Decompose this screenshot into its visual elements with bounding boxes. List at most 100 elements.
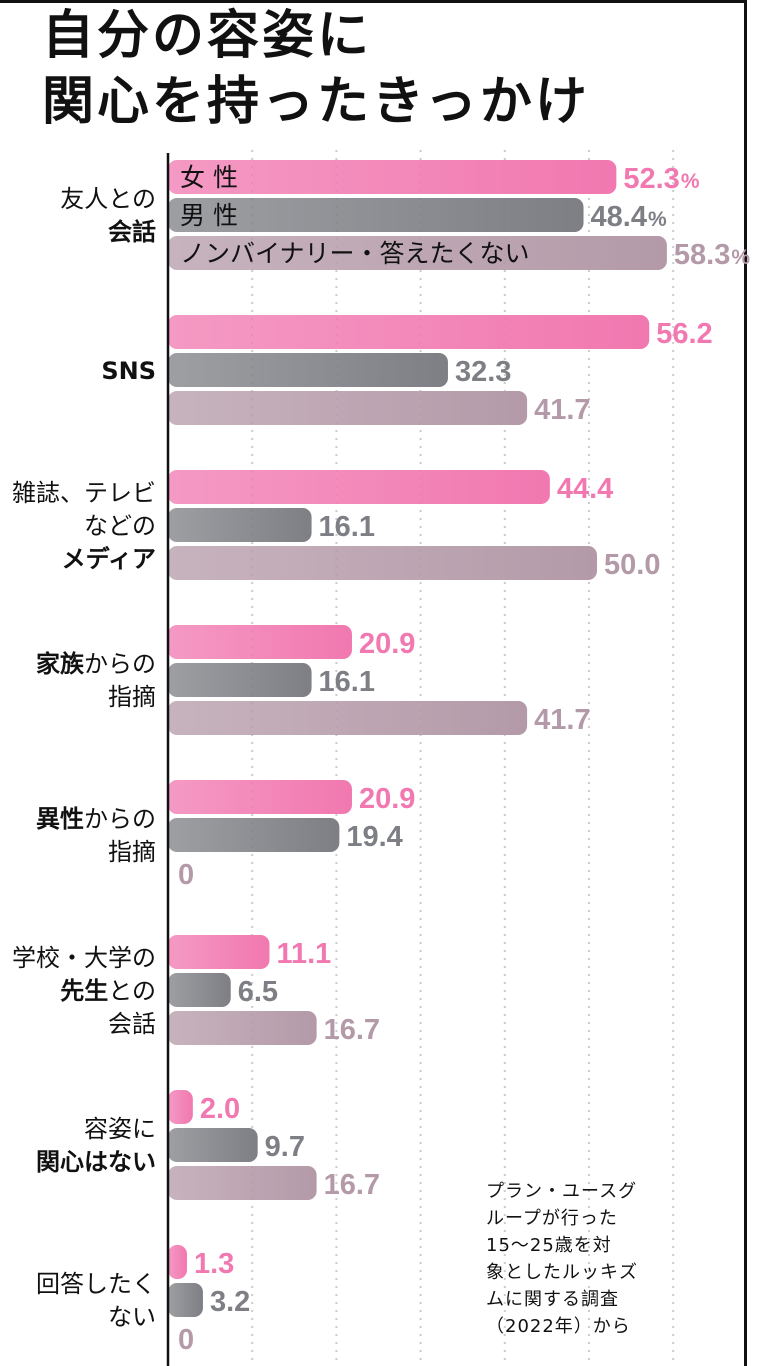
bar-female-7 xyxy=(168,1245,187,1279)
category-label: SNS xyxy=(101,355,156,388)
category-label-line: ない xyxy=(36,1301,156,1334)
bar-female-6 xyxy=(168,1090,193,1124)
category-label-line: 友人との xyxy=(60,183,156,216)
value-label-female-6: 2.0 xyxy=(200,1093,240,1125)
bar-male-6 xyxy=(168,1128,258,1162)
category-label-part: 異性 xyxy=(36,805,84,833)
bar-male-0 xyxy=(168,198,584,232)
category-label-line: 家族からの xyxy=(36,648,156,681)
value-label-nonbinary-4: 0 xyxy=(178,859,194,891)
source-note-line: 15～25歳を対 xyxy=(486,1235,612,1256)
value-label-male-5: 6.5 xyxy=(238,976,278,1008)
value-label-male-2: 16.1 xyxy=(319,511,375,543)
category-label-line: などの xyxy=(12,510,156,543)
percent-sign: % xyxy=(681,170,700,193)
value-label-male-4: 19.4 xyxy=(346,821,402,853)
chart-title-line1: 自分の容姿に xyxy=(42,6,373,66)
bar-female-1 xyxy=(168,315,650,349)
category-label-part: などの xyxy=(84,511,156,540)
bar-female-2 xyxy=(168,470,550,504)
value-label-female-3: 20.9 xyxy=(359,628,415,660)
category-label-part: 関心はない xyxy=(36,1148,156,1176)
category-label: 異性からの 指摘 xyxy=(36,803,156,869)
category-label-line: 先生との xyxy=(12,975,156,1008)
bar-female-3 xyxy=(168,625,352,659)
bar-nonbinary-2 xyxy=(168,546,597,580)
source-note-line: 象としたルッキズ xyxy=(486,1262,638,1283)
bar-nonbinary-0 xyxy=(168,236,667,270)
category-label: 容姿に関心はない xyxy=(36,1113,156,1179)
category-label-line: 学校・大学の xyxy=(12,942,156,975)
value-label-nonbinary-2: 50.0 xyxy=(604,549,660,581)
category-label-part: 先生 xyxy=(60,976,109,1005)
source-note-line: （2022年）から xyxy=(486,1316,631,1337)
category-label-part: との xyxy=(108,976,156,1005)
category-label-part: からの xyxy=(84,650,156,678)
value-label-male-3: 16.1 xyxy=(319,666,375,698)
bar-male-5 xyxy=(168,973,231,1007)
value-label-male-0: 48.4% xyxy=(591,201,667,233)
value-label-male-1: 32.3 xyxy=(455,356,511,388)
category-label: 友人との会話 xyxy=(60,183,156,249)
bar-male-3 xyxy=(168,663,312,697)
category-label-part: 会話 xyxy=(108,1009,156,1038)
value-label-nonbinary-1: 41.7 xyxy=(534,394,590,426)
category-label: 家族からの 指摘 xyxy=(36,648,156,714)
category-label-part: 雑誌、テレビ xyxy=(12,478,156,507)
category-label-part: 学校・大学の xyxy=(12,943,156,972)
value-label-female-1: 56.2 xyxy=(656,318,712,350)
category-label-line: メディア xyxy=(12,543,156,576)
category-label: 回答したく ない xyxy=(36,1268,156,1334)
bar-male-7 xyxy=(168,1283,203,1317)
category-label: 雑誌、テレビなどのメディア xyxy=(12,477,156,576)
category-label-line: 回答したく xyxy=(36,1268,156,1301)
value-label-female-5: 11.1 xyxy=(276,938,331,970)
source-note-line: ムに関する調査 xyxy=(486,1289,619,1310)
source-note: プラン・ユースグ ループが行った 15～25歳を対象としたルッキズ ムに関する調査 （2… xyxy=(486,1178,638,1340)
category-label-line: 指摘 xyxy=(36,836,156,869)
chart-title-line2: 関心を持ったきっかけ xyxy=(42,72,590,132)
category-label-line: 雑誌、テレビ xyxy=(12,477,156,510)
value-label-nonbinary-0: 58.3% xyxy=(674,239,750,271)
bar-nonbinary-3 xyxy=(168,701,528,735)
bar-male-4 xyxy=(168,818,340,852)
category-label-part: ない xyxy=(108,1303,156,1331)
category-label-part: SNS xyxy=(101,356,156,385)
category-label-part: からの xyxy=(84,805,156,833)
bar-female-4 xyxy=(168,780,352,814)
legend-entry-nonbinary: ノンバイナリー・答えたくない xyxy=(180,239,530,268)
category-label-line: 会話 xyxy=(12,1008,156,1041)
category-label-part: 友人との xyxy=(60,185,156,213)
category-label-line: 異性からの xyxy=(36,803,156,836)
source-note-line: ループが行った xyxy=(486,1208,618,1229)
value-label-female-0: 52.3% xyxy=(623,163,699,195)
category-label-part: 家族 xyxy=(36,650,84,678)
category-label-line: SNS xyxy=(101,355,156,388)
percent-sign: % xyxy=(731,246,750,269)
bar-male-1 xyxy=(168,353,448,387)
category-label-part: 指摘 xyxy=(108,683,156,711)
category-label-part: 会話 xyxy=(108,218,156,246)
category-label-line: 指摘 xyxy=(36,681,156,714)
bar-male-2 xyxy=(168,508,312,542)
category-label: 学校・大学の 先生との 会話 xyxy=(12,942,156,1041)
bar-female-0 xyxy=(168,160,617,194)
category-label-part: 指摘 xyxy=(108,838,156,866)
value-label-nonbinary-3: 41.7 xyxy=(534,704,590,736)
category-label-part: 容姿に xyxy=(84,1115,156,1143)
value-label-female-4: 20.9 xyxy=(359,783,415,815)
value-label-nonbinary-6: 16.7 xyxy=(324,1169,380,1201)
value-label-nonbinary-5: 16.7 xyxy=(324,1014,380,1046)
bar-nonbinary-5 xyxy=(168,1011,317,1045)
value-label-female-2: 44.4 xyxy=(557,473,613,505)
category-label-line: 関心はない xyxy=(36,1146,156,1179)
source-note-line: プラン・ユースグ xyxy=(486,1181,638,1202)
value-label-female-7: 1.3 xyxy=(194,1248,234,1280)
bar-female-5 xyxy=(168,935,270,969)
value-label-male-6: 9.7 xyxy=(265,1131,305,1163)
category-label-line: 容姿に xyxy=(36,1113,156,1146)
value-label-nonbinary-7: 0 xyxy=(178,1324,194,1356)
percent-sign: % xyxy=(648,208,667,231)
